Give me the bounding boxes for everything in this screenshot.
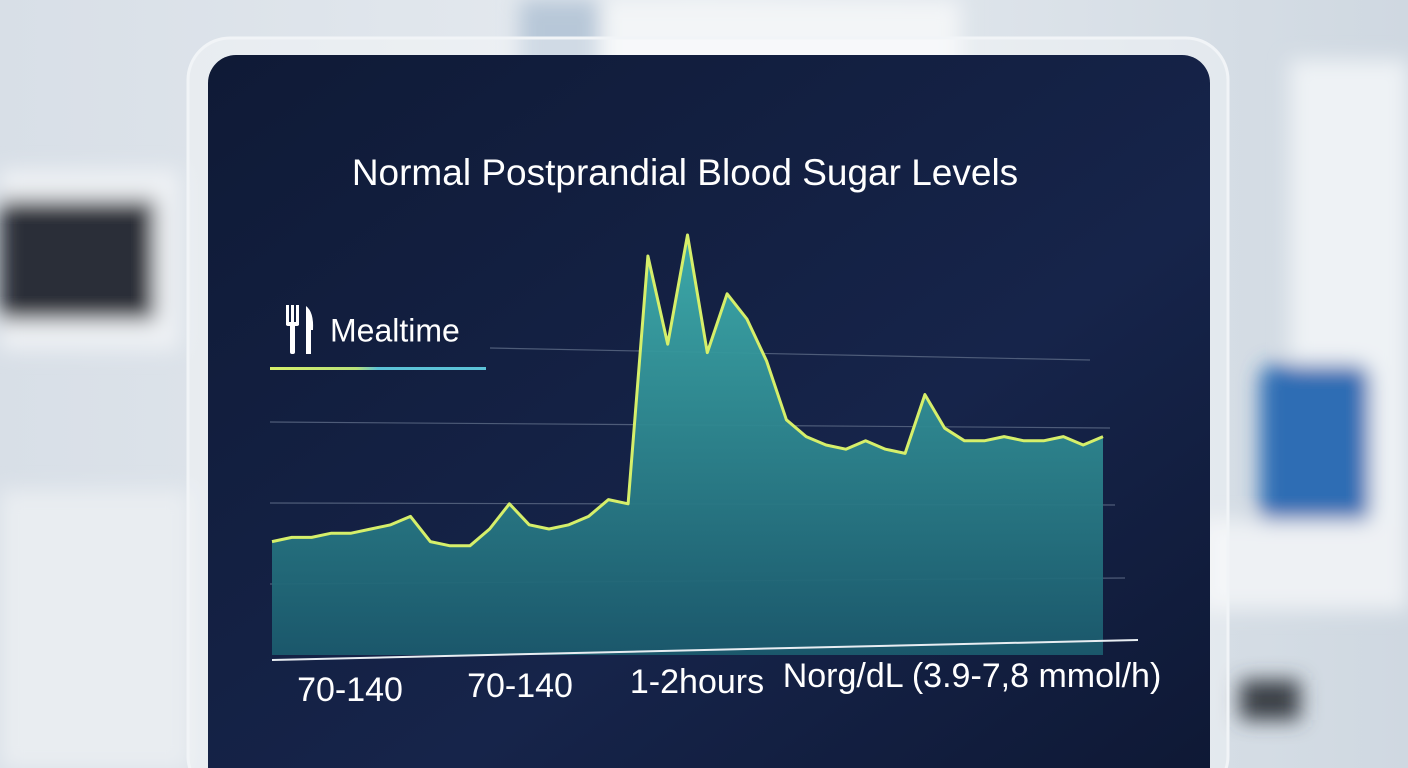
plot <box>271 233 1104 655</box>
counter <box>0 490 190 768</box>
bottles <box>1260 365 1370 525</box>
legend-line <box>270 367 486 370</box>
legend-label: Mealtime <box>330 312 460 348</box>
x-axis <box>271 639 1139 661</box>
x-label: 1-2hours <box>630 663 764 701</box>
monitor <box>0 200 155 320</box>
grid-line <box>489 347 1091 361</box>
x-label: 70-140 <box>297 671 403 709</box>
x-label: Norg/dL (3.9-7,8 mmol/h) <box>783 657 1162 695</box>
chart-title: Normal Postprandial Blood Sugar Levels <box>352 152 1018 193</box>
legend: Mealtime <box>270 305 486 370</box>
x-label: 70-140 <box>467 667 573 705</box>
fork-knife-icon <box>286 305 314 354</box>
drawer-handle <box>1240 680 1300 720</box>
data-line <box>271 233 1104 548</box>
area-fill <box>272 235 1103 655</box>
counter-right <box>1200 520 1408 610</box>
